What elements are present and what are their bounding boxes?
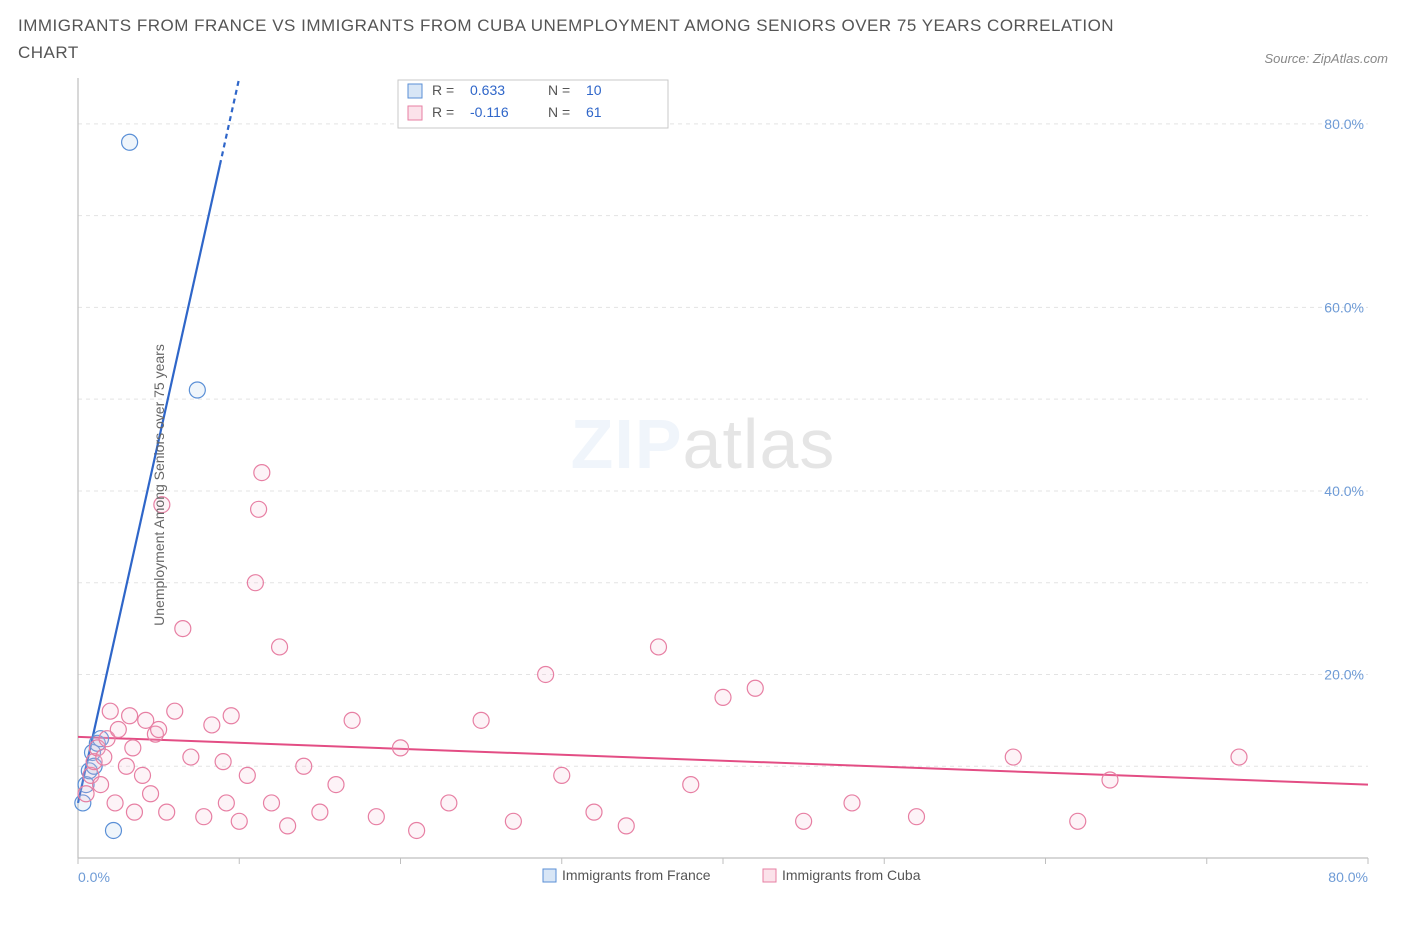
data-point-cuba (1231, 749, 1247, 765)
data-point-cuba (538, 667, 554, 683)
chart-container: Unemployment Among Seniors over 75 years… (18, 70, 1388, 900)
data-point-cuba (715, 690, 731, 706)
data-point-cuba (96, 749, 112, 765)
x-tick-label: 0.0% (78, 869, 110, 885)
data-point-cuba (110, 722, 126, 738)
data-point-cuba (618, 818, 634, 834)
legend-stat: N = (548, 82, 570, 98)
chart-header: IMMIGRANTS FROM FRANCE VS IMMIGRANTS FRO… (18, 12, 1388, 66)
data-point-cuba (223, 708, 239, 724)
data-point-cuba (183, 749, 199, 765)
bottom-legend-label: Immigrants from Cuba (782, 867, 921, 883)
data-point-cuba (586, 804, 602, 820)
legend-stat: 61 (586, 104, 602, 120)
data-point-cuba (844, 795, 860, 811)
y-tick-label: 80.0% (1324, 116, 1364, 132)
data-point-cuba (143, 786, 159, 802)
data-point-cuba (473, 713, 489, 729)
data-point-cuba (344, 713, 360, 729)
data-point-cuba (122, 708, 138, 724)
data-point-cuba (280, 818, 296, 834)
data-point-cuba (239, 768, 255, 784)
data-point-cuba (218, 795, 234, 811)
data-point-cuba (167, 704, 183, 720)
data-point-cuba (393, 740, 409, 756)
data-point-cuba (441, 795, 457, 811)
y-axis-label: Unemployment Among Seniors over 75 years (151, 345, 167, 627)
data-point-cuba (264, 795, 280, 811)
chart-title: IMMIGRANTS FROM FRANCE VS IMMIGRANTS FRO… (18, 12, 1118, 66)
scatter-chart: 0.0% 80.0% 20.0% 40.0% 60.0% 80.0% R = 0.633 N =… (18, 70, 1388, 900)
data-point-cuba (683, 777, 699, 793)
y-tick-label: 40.0% (1324, 483, 1364, 499)
data-point-cuba (796, 814, 812, 830)
legend-stat: R = (432, 104, 454, 120)
data-point-cuba (651, 639, 667, 655)
data-point-cuba (215, 754, 231, 770)
legend-stat: 10 (586, 82, 602, 98)
data-point-cuba (247, 575, 263, 591)
data-point-cuba (554, 768, 570, 784)
chart-source: Source: ZipAtlas.com (1264, 51, 1388, 66)
data-point-cuba (231, 814, 247, 830)
data-point-cuba (1005, 749, 1021, 765)
data-point-cuba (125, 740, 141, 756)
data-point-cuba (505, 814, 521, 830)
legend-stat: R = (432, 82, 454, 98)
data-point-cuba (204, 717, 220, 733)
data-point-france (105, 823, 121, 839)
y-tick-label: 60.0% (1324, 300, 1364, 316)
data-point-cuba (159, 804, 175, 820)
data-point-france (189, 382, 205, 398)
data-point-cuba (254, 465, 270, 481)
legend-stat: -0.116 (470, 104, 509, 120)
data-point-cuba (368, 809, 384, 825)
data-point-cuba (409, 823, 425, 839)
data-point-cuba (93, 777, 109, 793)
legend-stat: N = (548, 104, 570, 120)
data-point-cuba (151, 722, 167, 738)
data-point-cuba (102, 704, 118, 720)
data-point-cuba (328, 777, 344, 793)
data-point-cuba (1070, 814, 1086, 830)
data-point-cuba (118, 759, 134, 775)
data-point-cuba (909, 809, 925, 825)
data-point-cuba (135, 768, 151, 784)
x-tick-label: 80.0% (1328, 869, 1368, 885)
data-point-cuba (251, 502, 267, 518)
data-point-cuba (296, 759, 312, 775)
data-point-cuba (196, 809, 212, 825)
data-point-cuba (312, 804, 328, 820)
y-tick-label: 20.0% (1324, 667, 1364, 683)
data-point-cuba (107, 795, 123, 811)
data-point-cuba (1102, 772, 1118, 788)
data-point-cuba (175, 621, 191, 637)
data-point-cuba (272, 639, 288, 655)
data-point-cuba (126, 804, 142, 820)
bottom-legend-label: Immigrants from France (562, 867, 711, 883)
data-point-cuba (78, 786, 94, 802)
legend-stat: 0.633 (470, 82, 505, 98)
data-point-cuba (747, 681, 763, 697)
data-point-france (122, 135, 138, 151)
